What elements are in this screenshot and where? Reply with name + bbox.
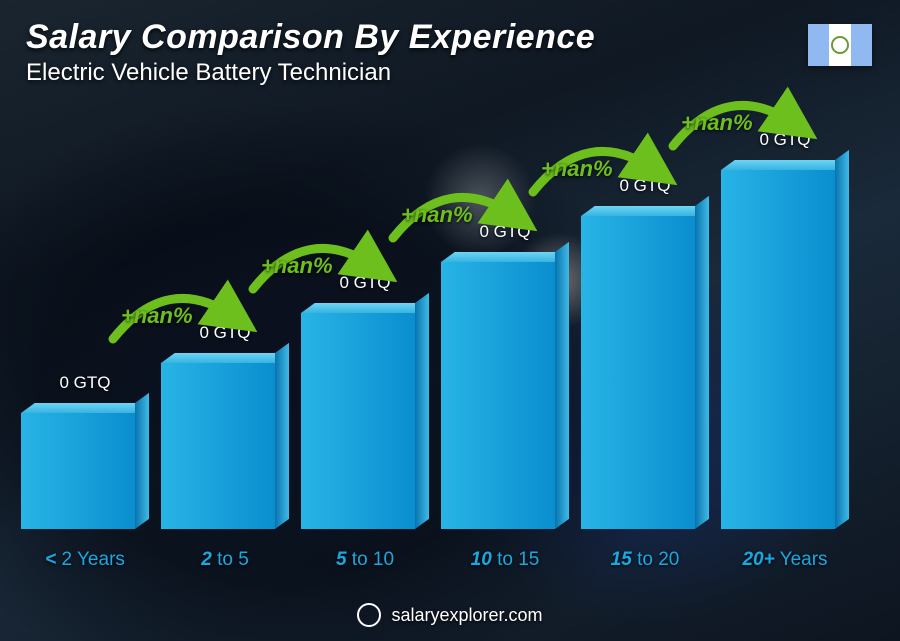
flag-stripe-mid — [829, 24, 850, 66]
bar — [21, 403, 149, 529]
country-flag-icon — [808, 24, 872, 66]
bar-top-face — [581, 206, 709, 216]
bar-group: 0 GTQ — [21, 110, 149, 529]
bar-top-face — [441, 252, 569, 262]
bar: +nan% — [301, 303, 429, 529]
footer-text: salaryexplorer.com — [391, 605, 542, 626]
bar-value-label: 0 GTQ — [339, 273, 390, 293]
bar-side-face — [135, 393, 149, 529]
bar: +nan% — [581, 206, 709, 529]
bar-front-face — [441, 262, 555, 529]
x-axis-tick-label: 2 to 5 — [161, 549, 289, 571]
bar-side-face — [835, 150, 849, 529]
bar-front-face — [301, 313, 415, 529]
bar-top-face — [301, 303, 429, 313]
x-axis-tick-label: 15 to 20 — [581, 549, 709, 571]
logo-icon — [357, 603, 381, 627]
x-axis-labels: < 2 Years 2 to 5 5 to 10 10 to 15 15 to 20 20… — [20, 549, 850, 571]
bar-side-face — [555, 242, 569, 529]
bar-top-face — [161, 353, 289, 363]
bar: +nan% — [161, 353, 289, 529]
bar-front-face — [161, 363, 275, 529]
chart-title: Salary Comparison By Experience — [26, 18, 595, 57]
flag-stripe-left — [808, 24, 829, 66]
bar-side-face — [415, 293, 429, 529]
bar-top-face — [721, 160, 849, 170]
bar-side-face — [275, 343, 289, 529]
bar-value-label: 0 GTQ — [199, 323, 250, 343]
x-axis-tick-label: 5 to 10 — [301, 549, 429, 571]
bar-group: 0 GTQ +nan% — [441, 110, 569, 529]
bar-side-face — [695, 196, 709, 529]
bar-group: 0 GTQ +nan% — [301, 110, 429, 529]
bar: +nan% — [721, 160, 849, 529]
bar-value-label: 0 GTQ — [59, 373, 110, 393]
chart-subtitle: Electric Vehicle Battery Technician — [26, 59, 595, 87]
bar-group: 0 GTQ +nan% — [581, 110, 709, 529]
x-axis-tick-label: 20+ Years — [721, 549, 849, 571]
bar-value-label: 0 GTQ — [759, 130, 810, 150]
bar: +nan% — [441, 252, 569, 529]
bar-top-face — [21, 403, 149, 413]
bars-container: 0 GTQ0 GTQ+nan%0 GTQ+nan%0 GTQ+nan%0 GTQ… — [20, 110, 850, 529]
bar-front-face — [581, 216, 695, 529]
bar-front-face — [21, 413, 135, 529]
bar-value-label: 0 GTQ — [619, 176, 670, 196]
x-axis-tick-label: 10 to 15 — [441, 549, 569, 571]
title-block: Salary Comparison By Experience Electric… — [26, 18, 595, 87]
flag-stripe-right — [851, 24, 872, 66]
bar-group: 0 GTQ +nan% — [161, 110, 289, 529]
footer: salaryexplorer.com — [0, 603, 900, 627]
flag-emblem-icon — [831, 36, 849, 54]
bar-front-face — [721, 170, 835, 529]
bar-chart: 0 GTQ0 GTQ+nan%0 GTQ+nan%0 GTQ+nan%0 GTQ… — [20, 110, 850, 571]
bar-group: 0 GTQ +nan% — [721, 110, 849, 529]
x-axis-tick-label: < 2 Years — [21, 549, 149, 571]
bar-value-label: 0 GTQ — [479, 222, 530, 242]
